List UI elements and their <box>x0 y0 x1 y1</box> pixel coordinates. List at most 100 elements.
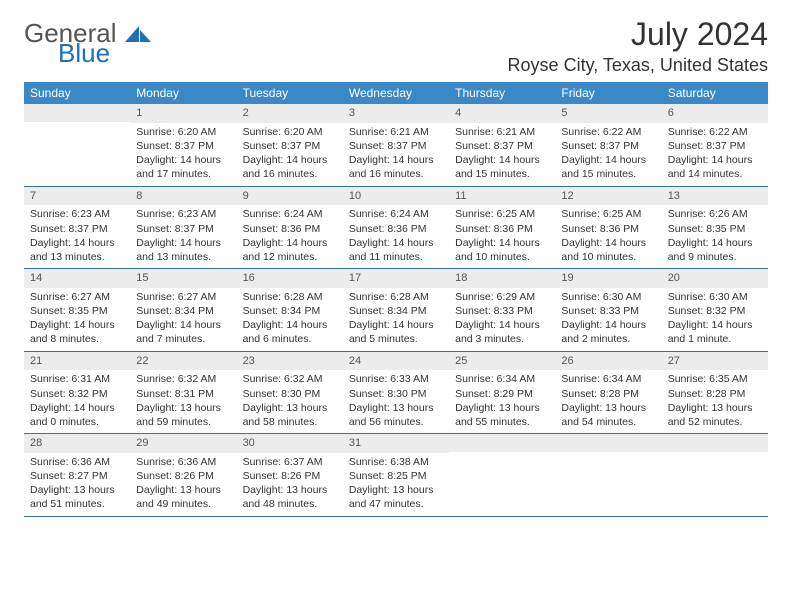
sunset-text: Sunset: 8:37 PM <box>349 139 443 153</box>
daylight-text: Daylight: 14 hours and 0 minutes. <box>30 401 124 429</box>
sunrise-text: Sunrise: 6:29 AM <box>455 290 549 304</box>
sunrise-text: Sunrise: 6:22 AM <box>668 125 762 139</box>
day-cell: 16Sunrise: 6:28 AMSunset: 8:34 PMDayligh… <box>237 269 343 351</box>
sunset-text: Sunset: 8:37 PM <box>136 222 230 236</box>
day-body: Sunrise: 6:30 AMSunset: 8:33 PMDaylight:… <box>555 288 661 351</box>
day-cell: 23Sunrise: 6:32 AMSunset: 8:30 PMDayligh… <box>237 352 343 434</box>
sunset-text: Sunset: 8:33 PM <box>455 304 549 318</box>
day-cell: 26Sunrise: 6:34 AMSunset: 8:28 PMDayligh… <box>555 352 661 434</box>
sunset-text: Sunset: 8:36 PM <box>349 222 443 236</box>
sunset-text: Sunset: 8:37 PM <box>668 139 762 153</box>
daylight-text: Daylight: 14 hours and 7 minutes. <box>136 318 230 346</box>
day-number: 20 <box>662 269 768 288</box>
day-body: Sunrise: 6:22 AMSunset: 8:37 PMDaylight:… <box>555 123 661 186</box>
sunset-text: Sunset: 8:35 PM <box>30 304 124 318</box>
daylight-text: Daylight: 13 hours and 58 minutes. <box>243 401 337 429</box>
day-number: 22 <box>130 352 236 371</box>
day-body: Sunrise: 6:24 AMSunset: 8:36 PMDaylight:… <box>343 205 449 268</box>
month-title: July 2024 <box>508 16 768 53</box>
sunset-text: Sunset: 8:32 PM <box>668 304 762 318</box>
day-body: Sunrise: 6:33 AMSunset: 8:30 PMDaylight:… <box>343 370 449 433</box>
sunrise-text: Sunrise: 6:38 AM <box>349 455 443 469</box>
day-body: Sunrise: 6:27 AMSunset: 8:35 PMDaylight:… <box>24 288 130 351</box>
day-cell: 30Sunrise: 6:37 AMSunset: 8:26 PMDayligh… <box>237 434 343 516</box>
day-number: 27 <box>662 352 768 371</box>
day-number: 12 <box>555 187 661 206</box>
day-number: 28 <box>24 434 130 453</box>
day-cell: 17Sunrise: 6:28 AMSunset: 8:34 PMDayligh… <box>343 269 449 351</box>
sunrise-text: Sunrise: 6:32 AM <box>243 372 337 386</box>
day-number: 14 <box>24 269 130 288</box>
daylight-text: Daylight: 14 hours and 15 minutes. <box>455 153 549 181</box>
dow-cell: Friday <box>555 82 661 104</box>
sunrise-text: Sunrise: 6:36 AM <box>136 455 230 469</box>
sunset-text: Sunset: 8:26 PM <box>136 469 230 483</box>
sunrise-text: Sunrise: 6:21 AM <box>455 125 549 139</box>
day-cell <box>662 434 768 516</box>
sunrise-text: Sunrise: 6:23 AM <box>136 207 230 221</box>
day-body: Sunrise: 6:27 AMSunset: 8:34 PMDaylight:… <box>130 288 236 351</box>
sunset-text: Sunset: 8:37 PM <box>136 139 230 153</box>
sunset-text: Sunset: 8:37 PM <box>243 139 337 153</box>
sunset-text: Sunset: 8:34 PM <box>349 304 443 318</box>
daylight-text: Daylight: 14 hours and 12 minutes. <box>243 236 337 264</box>
sunrise-text: Sunrise: 6:25 AM <box>561 207 655 221</box>
day-number: 25 <box>449 352 555 371</box>
day-body: Sunrise: 6:23 AMSunset: 8:37 PMDaylight:… <box>130 205 236 268</box>
sunrise-text: Sunrise: 6:30 AM <box>668 290 762 304</box>
sunrise-text: Sunrise: 6:20 AM <box>136 125 230 139</box>
sunrise-text: Sunrise: 6:26 AM <box>668 207 762 221</box>
page-header: General Blue July 2024 Royse City, Texas… <box>24 16 768 76</box>
dow-cell: Sunday <box>24 82 130 104</box>
day-body: Sunrise: 6:32 AMSunset: 8:30 PMDaylight:… <box>237 370 343 433</box>
dow-cell: Saturday <box>662 82 768 104</box>
day-number: 8 <box>130 187 236 206</box>
daylight-text: Daylight: 13 hours and 54 minutes. <box>561 401 655 429</box>
daylight-text: Daylight: 14 hours and 6 minutes. <box>243 318 337 346</box>
week-row: 14Sunrise: 6:27 AMSunset: 8:35 PMDayligh… <box>24 269 768 352</box>
calendar-grid: SundayMondayTuesdayWednesdayThursdayFrid… <box>24 82 768 517</box>
logo-text-blue: Blue <box>58 40 151 66</box>
day-body: Sunrise: 6:37 AMSunset: 8:26 PMDaylight:… <box>237 453 343 516</box>
daylight-text: Daylight: 14 hours and 14 minutes. <box>668 153 762 181</box>
week-row: 1Sunrise: 6:20 AMSunset: 8:37 PMDaylight… <box>24 104 768 187</box>
day-cell: 29Sunrise: 6:36 AMSunset: 8:26 PMDayligh… <box>130 434 236 516</box>
sunset-text: Sunset: 8:37 PM <box>455 139 549 153</box>
sunset-text: Sunset: 8:27 PM <box>30 469 124 483</box>
sunset-text: Sunset: 8:35 PM <box>668 222 762 236</box>
day-cell: 7Sunrise: 6:23 AMSunset: 8:37 PMDaylight… <box>24 187 130 269</box>
dow-header-row: SundayMondayTuesdayWednesdayThursdayFrid… <box>24 82 768 104</box>
day-number: 26 <box>555 352 661 371</box>
logo: General Blue <box>24 16 151 66</box>
sunrise-text: Sunrise: 6:28 AM <box>243 290 337 304</box>
day-body: Sunrise: 6:23 AMSunset: 8:37 PMDaylight:… <box>24 205 130 268</box>
daylight-text: Daylight: 14 hours and 8 minutes. <box>30 318 124 346</box>
day-cell: 19Sunrise: 6:30 AMSunset: 8:33 PMDayligh… <box>555 269 661 351</box>
day-body: Sunrise: 6:25 AMSunset: 8:36 PMDaylight:… <box>449 205 555 268</box>
day-cell: 28Sunrise: 6:36 AMSunset: 8:27 PMDayligh… <box>24 434 130 516</box>
day-number-empty <box>662 434 768 452</box>
daylight-text: Daylight: 14 hours and 13 minutes. <box>136 236 230 264</box>
sunset-text: Sunset: 8:33 PM <box>561 304 655 318</box>
day-number: 7 <box>24 187 130 206</box>
day-cell <box>555 434 661 516</box>
daylight-text: Daylight: 14 hours and 11 minutes. <box>349 236 443 264</box>
day-number: 4 <box>449 104 555 123</box>
day-number: 23 <box>237 352 343 371</box>
day-number: 2 <box>237 104 343 123</box>
sunrise-text: Sunrise: 6:30 AM <box>561 290 655 304</box>
sunset-text: Sunset: 8:36 PM <box>455 222 549 236</box>
day-body: Sunrise: 6:36 AMSunset: 8:27 PMDaylight:… <box>24 453 130 516</box>
day-cell: 14Sunrise: 6:27 AMSunset: 8:35 PMDayligh… <box>24 269 130 351</box>
sunrise-text: Sunrise: 6:21 AM <box>349 125 443 139</box>
sunrise-text: Sunrise: 6:22 AM <box>561 125 655 139</box>
daylight-text: Daylight: 13 hours and 55 minutes. <box>455 401 549 429</box>
daylight-text: Daylight: 14 hours and 16 minutes. <box>243 153 337 181</box>
day-number: 29 <box>130 434 236 453</box>
day-cell: 4 Sunrise: 6:21 AMSunset: 8:37 PMDaylight… <box>449 104 555 186</box>
day-body: Sunrise: 6:32 AMSunset: 8:31 PMDaylight:… <box>130 370 236 433</box>
day-body: Sunrise: 6:25 AMSunset: 8:36 PMDaylight:… <box>555 205 661 268</box>
daylight-text: Daylight: 13 hours and 51 minutes. <box>30 483 124 511</box>
day-cell: 27Sunrise: 6:35 AMSunset: 8:28 PMDayligh… <box>662 352 768 434</box>
sunset-text: Sunset: 8:26 PM <box>243 469 337 483</box>
